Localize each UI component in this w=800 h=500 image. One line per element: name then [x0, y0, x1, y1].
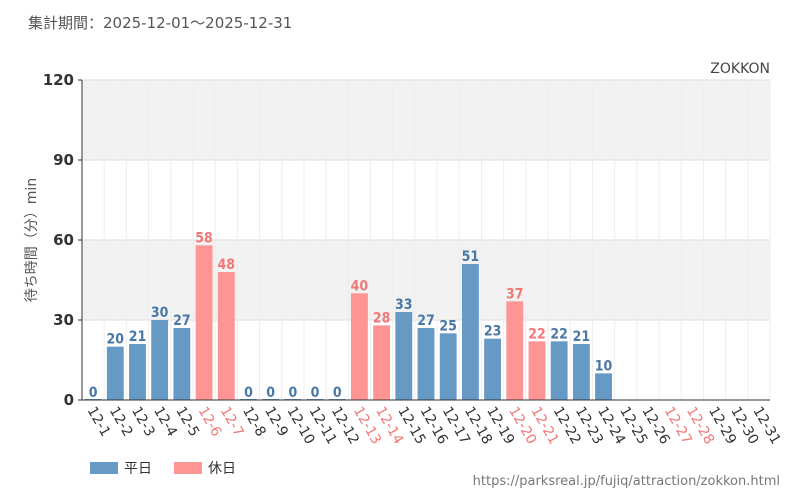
y-tick-label: 90 — [53, 151, 74, 169]
bar-value-label: 0 — [288, 385, 297, 401]
bar-value-label: 30 — [151, 305, 169, 321]
bar-12-6[interactable] — [195, 245, 213, 400]
bar-value-label: 0 — [333, 385, 342, 401]
bar-value-label: 51 — [462, 249, 480, 265]
bar-12-16[interactable] — [417, 328, 435, 400]
y-tick-label: 0 — [64, 391, 74, 409]
plot-band — [82, 160, 770, 240]
period-label: 集計期間：2025-12-01～2025-12-31 — [28, 14, 293, 32]
bar-12-13[interactable] — [350, 293, 368, 400]
bar-12-5[interactable] — [173, 328, 191, 400]
bar-12-15[interactable] — [395, 312, 413, 400]
bar-value-label: 0 — [89, 385, 98, 401]
legend-label-holiday: 休日 — [208, 461, 236, 477]
attraction-name: ZOKKON — [710, 61, 770, 77]
bar-12-14[interactable] — [373, 325, 391, 400]
source-url[interactable]: https://parksreal.jp/fujiq/attraction/zo… — [472, 474, 780, 489]
bar-12-24[interactable] — [595, 373, 612, 400]
bar-12-3[interactable] — [129, 344, 146, 400]
legend-swatch-weekday — [90, 462, 118, 474]
bar-12-4[interactable] — [151, 320, 169, 400]
bar-12-2[interactable] — [106, 346, 124, 400]
bar-value-label: 21 — [573, 329, 591, 345]
bar-value-label: 28 — [373, 310, 391, 326]
bar-value-label: 48 — [217, 257, 235, 273]
plot-band — [82, 240, 770, 320]
legend-item-holiday[interactable]: 休日 — [174, 458, 236, 478]
bar-value-label: 0 — [244, 385, 253, 401]
bar-12-23[interactable] — [572, 344, 590, 400]
bar-value-label: 0 — [266, 385, 275, 401]
y-tick-label: 60 — [53, 231, 74, 249]
bar-value-label: 22 — [528, 326, 546, 342]
bar-value-label: 0 — [311, 385, 320, 401]
bar-12-19[interactable] — [484, 338, 502, 400]
bar-value-label: 22 — [550, 326, 568, 342]
bar-value-label: 21 — [129, 329, 147, 345]
bar-value-label: 27 — [417, 313, 435, 329]
bar-value-label: 25 — [439, 318, 457, 334]
bar-value-label: 10 — [595, 358, 613, 374]
bar-value-label: 33 — [395, 297, 413, 313]
bar-12-20[interactable] — [506, 301, 524, 400]
bar-value-label: 58 — [195, 230, 213, 246]
bar-12-22[interactable] — [550, 341, 568, 400]
legend: 平日 休日 — [90, 458, 252, 478]
bar-12-7[interactable] — [217, 272, 235, 400]
bar-12-18[interactable] — [461, 264, 479, 400]
bar-12-17[interactable] — [439, 333, 457, 400]
legend-swatch-holiday — [174, 462, 202, 474]
legend-label-weekday: 平日 — [124, 461, 152, 477]
bar-value-label: 23 — [484, 324, 502, 340]
plot-band — [82, 80, 770, 160]
bar-value-label: 37 — [506, 286, 524, 302]
bar-value-label: 40 — [351, 278, 369, 294]
y-tick-label: 120 — [43, 71, 74, 89]
y-tick-label: 30 — [53, 311, 74, 329]
bar-value-label: 27 — [173, 313, 191, 329]
bar-12-21[interactable] — [528, 341, 546, 400]
y-axis-title: 待ち時間（分）min — [24, 178, 40, 302]
legend-item-weekday[interactable]: 平日 — [90, 458, 152, 478]
bar-value-label: 20 — [107, 332, 125, 348]
